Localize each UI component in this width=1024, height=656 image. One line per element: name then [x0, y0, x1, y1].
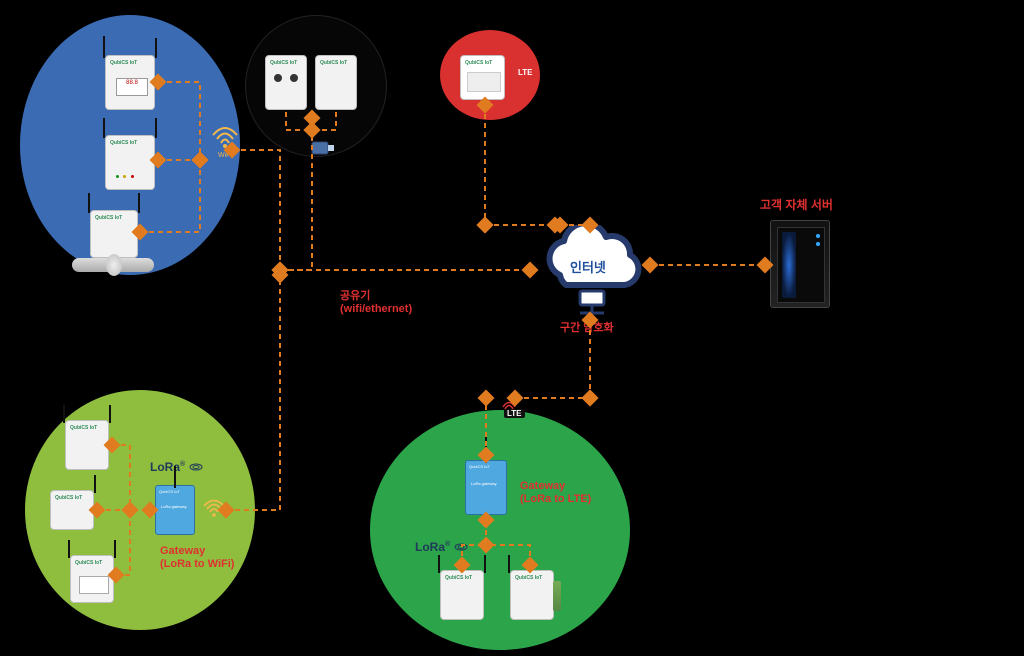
device-brand: QubiCS IoT: [110, 140, 137, 146]
device-brand: QubiCS IoT: [270, 60, 297, 66]
lte-badge-text: LTE: [515, 68, 536, 77]
gateway-lora-lte: QubiCS IoT LoRa gateway: [465, 460, 507, 515]
device-brand: QubiCS IoT: [445, 575, 472, 581]
device-brand: QubiCS IoT: [515, 575, 542, 581]
device-brand: QubiCS IoT: [320, 60, 347, 66]
wifi-icon-lime: [202, 498, 226, 523]
device-brand: QubiCS IoT: [469, 464, 490, 469]
lora-sensor-a3: QubiCS IoT: [70, 555, 114, 603]
internet-cloud: [530, 225, 650, 330]
device-brand: QubiCS IoT: [159, 489, 180, 494]
device-brand: QubiCS IoT: [70, 425, 97, 431]
lora-sensor-a1: QubiCS IoT: [65, 420, 109, 470]
device-brand: QubiCS IoT: [95, 215, 122, 221]
internet-label: 인터넷: [570, 260, 606, 276]
lora-sensor-b1: QubiCS IoT: [440, 570, 484, 620]
server-label: 고객 자체 서버: [760, 198, 833, 212]
lora-sensor-a2: QubiCS IoT: [50, 490, 94, 530]
router-label: 공유기(wifi/ethernet): [340, 290, 412, 316]
lora-label-green: LoRa®: [415, 540, 468, 554]
wifi-label: WiFi: [210, 152, 240, 159]
eth-sensor-1: QubiCS IoT: [265, 55, 307, 110]
cluster-lora-lte: [370, 410, 630, 650]
lora-label-lime: LoRa®: [150, 460, 203, 474]
device-brand: QubiCS IoT: [110, 60, 137, 66]
device-brand: QubiCS IoT: [55, 495, 82, 501]
lte-badge-text-2: LTE: [504, 409, 525, 418]
customer-server: [770, 220, 830, 308]
wifi-sensor-1: QubiCS IoT 88.8: [105, 55, 155, 110]
lora-sensor-b2: QubiCS IoT: [510, 570, 554, 620]
wifi-icon: WiFi: [210, 125, 240, 159]
gateway-lora-wifi: QubiCS IoT LoRa gateway: [155, 485, 195, 535]
device-brand: QubiCS IoT: [465, 60, 492, 66]
wifi-sensor-2: QubiCS IoT: [105, 135, 155, 190]
lte-badge-red-cluster: LTE: [510, 58, 538, 85]
lte-sensor: QubiCS IoT: [460, 55, 505, 100]
lte-badge-green: LTE: [500, 400, 526, 425]
ethernet-plug-icon: [310, 138, 336, 163]
gateway-wifi-label: Gateway(LoRa to WiFi): [160, 545, 234, 571]
wifi-sensor-3: QubiCS IoT: [90, 210, 138, 258]
gateway-lte-label: Gateway(LoRa to LTE): [520, 480, 591, 506]
eth-sensor-2: QubiCS IoT: [315, 55, 357, 110]
flow-meter-icon: [72, 258, 154, 272]
encrypt-label: 구간 암호화: [560, 322, 614, 335]
device-brand: QubiCS IoT: [75, 560, 102, 566]
